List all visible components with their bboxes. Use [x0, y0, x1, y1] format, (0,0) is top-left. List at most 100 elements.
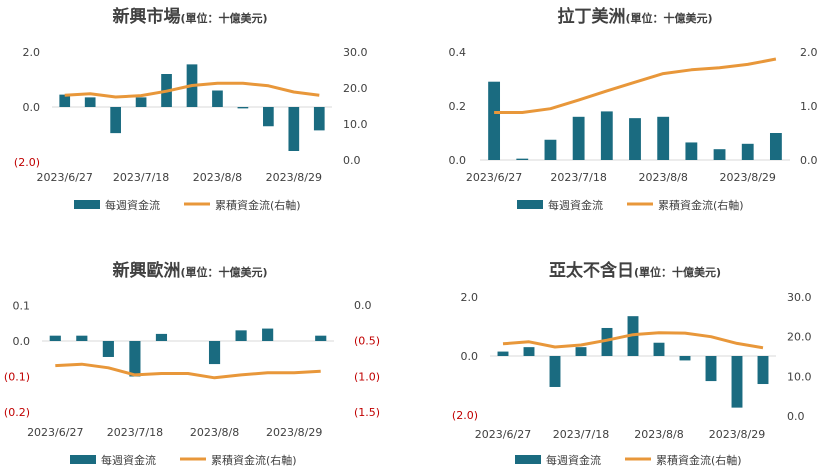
weekly-flow-bar	[49, 335, 61, 341]
x-axis-tick: 2023/6/27	[466, 171, 522, 184]
weekly-flow-bar	[102, 341, 114, 357]
left-axis-tick: 2.0	[461, 291, 479, 304]
weekly-flow-bar	[731, 356, 743, 408]
cumulative-flow-line	[64, 81, 320, 99]
x-axis-tick: 2023/7/18	[550, 171, 606, 184]
right-axis-tick: (0.5)	[354, 335, 380, 348]
x-axis-tick: 2023/7/18	[107, 426, 163, 439]
chart-emerging_europe: 新興歐洲(單位：十億美元) 0.1 0.0 (0.1) (0.2) 0.0 (0.5) (1.…	[4, 260, 380, 467]
legend-weekly-label: 每週資金流	[548, 198, 603, 212]
right-axis-tick: 2.0	[800, 46, 818, 59]
right-axis-tick: 30.0	[787, 291, 812, 304]
legend-weekly-label: 每週資金流	[105, 198, 160, 212]
x-axis-tick: 2023/7/18	[553, 428, 609, 441]
left-axis-tick: 2.0	[23, 46, 41, 59]
weekly-flow-bar	[679, 356, 691, 361]
chart-title-text: 新興歐洲	[112, 260, 180, 281]
x-axis-tick: 2023/8/8	[193, 171, 242, 184]
weekly-flow-bar	[523, 347, 535, 356]
chart-unit-text: (單位：十億美元)	[180, 11, 267, 25]
legend-cumulative-label: 累積資金流(右軸)	[656, 453, 742, 467]
legend-weekly-label: 每週資金流	[546, 453, 601, 467]
weekly-flow-bar	[575, 347, 587, 356]
weekly-flow-bar	[212, 90, 223, 107]
right-axis-tick: 30.0	[343, 46, 368, 59]
weekly-flow-bar	[497, 351, 509, 356]
legend-weekly-swatch	[70, 455, 96, 464]
chart-title: 新興歐洲(單位：十億美元)	[112, 260, 267, 281]
weekly-flow-bar	[262, 328, 274, 341]
cumulative-flow-line	[494, 57, 777, 114]
x-axis-tick: 2023/6/27	[37, 171, 93, 184]
right-axis-tick: 20.0	[343, 82, 368, 95]
chart-title-text: 新興市場	[112, 6, 180, 27]
left-axis-tick: (0.1)	[4, 371, 30, 384]
weekly-flow-bar	[713, 149, 726, 160]
chart-title-text: 拉丁美洲	[557, 6, 625, 27]
right-axis-tick: 0.0	[787, 410, 805, 423]
weekly-flow-bar	[129, 341, 141, 377]
weekly-flow-bar	[288, 107, 300, 151]
chart-title: 拉丁美洲(單位：十億美元)	[557, 6, 712, 27]
weekly-flow-bar	[629, 118, 641, 160]
legend-weekly-swatch	[517, 200, 543, 209]
x-axis-tick: 2023/6/27	[27, 426, 83, 439]
weekly-flow-bar	[544, 139, 557, 160]
weekly-flow-bar	[135, 97, 147, 107]
cumulative-flow-line	[55, 362, 321, 380]
weekly-flow-bar	[110, 107, 121, 134]
weekly-flow-bar	[685, 142, 698, 160]
x-axis-tick: 2023/7/18	[113, 171, 169, 184]
right-axis-tick: 1.0	[800, 100, 818, 113]
weekly-flow-bar	[315, 335, 327, 341]
weekly-flow-bar	[516, 158, 529, 160]
weekly-flow-bar	[657, 116, 670, 160]
x-axis-tick: 2023/8/8	[638, 171, 687, 184]
x-axis-tick: 2023/8/29	[720, 171, 776, 184]
right-axis-tick: 0.0	[354, 299, 372, 312]
weekly-flow-bar	[600, 111, 613, 160]
legend-cumulative-label: 累積資金流(右軸)	[211, 453, 297, 467]
right-axis-tick: (1.5)	[354, 406, 380, 419]
legend-cumulative-label: 累積資金流(右軸)	[215, 198, 301, 212]
chart-title-text: 亞太不含日	[549, 260, 634, 281]
weekly-flow-bar	[757, 356, 769, 385]
chart-title: 新興市場(單位：十億美元)	[112, 6, 267, 27]
left-axis-tick: 0.0	[13, 335, 31, 348]
chart-latam: 拉丁美洲(單位：十億美元) 0.4 0.2 0.0 2.0 1.0 0.0 2023/6/27…	[449, 6, 818, 212]
weekly-flow-bar	[84, 97, 96, 107]
weekly-flow-bar	[769, 133, 782, 160]
x-axis-tick: 2023/8/29	[266, 426, 322, 439]
chart-unit-text: (單位：十億美元)	[625, 11, 712, 25]
legend-weekly-swatch	[515, 455, 541, 464]
weekly-flow-bar	[155, 333, 168, 341]
left-axis-tick: 0.1	[13, 300, 31, 313]
right-axis-tick: 20.0	[787, 331, 812, 344]
left-axis-tick: (2.0)	[452, 409, 478, 422]
right-axis-tick: 0.0	[343, 154, 361, 167]
right-axis-tick: (1.0)	[354, 370, 380, 383]
left-axis-tick: 0.4	[449, 46, 467, 59]
weekly-flow-bar	[549, 356, 561, 387]
left-axis-tick: (0.2)	[4, 406, 30, 419]
legend-weekly-swatch	[74, 200, 100, 209]
left-axis-tick: 0.0	[449, 154, 467, 167]
weekly-flow-bar	[59, 94, 71, 107]
weekly-flow-bar	[208, 341, 221, 365]
left-axis-tick: 0.0	[461, 350, 479, 363]
right-axis-tick: 10.0	[343, 118, 368, 131]
x-axis-tick: 2023/8/8	[190, 426, 239, 439]
weekly-flow-bar	[653, 342, 665, 356]
right-axis-tick: 10.0	[787, 370, 812, 383]
chart-asia_ex_japan: 亞太不含日(單位：十億美元) 2.0 0.0 (2.0) 30.0 20.0 10.0 0.0…	[452, 260, 812, 467]
right-axis-tick: 0.0	[800, 154, 818, 167]
chart-title: 亞太不含日(單位：十億美元)	[549, 260, 721, 281]
weekly-flow-bar	[705, 356, 717, 382]
weekly-flow-bar	[237, 107, 249, 109]
weekly-flow-bar	[263, 107, 274, 127]
weekly-flow-bar	[601, 327, 613, 356]
legend-weekly-label: 每週資金流	[101, 453, 156, 467]
x-axis-tick: 2023/8/29	[266, 171, 322, 184]
left-axis-tick: 0.0	[23, 101, 41, 114]
